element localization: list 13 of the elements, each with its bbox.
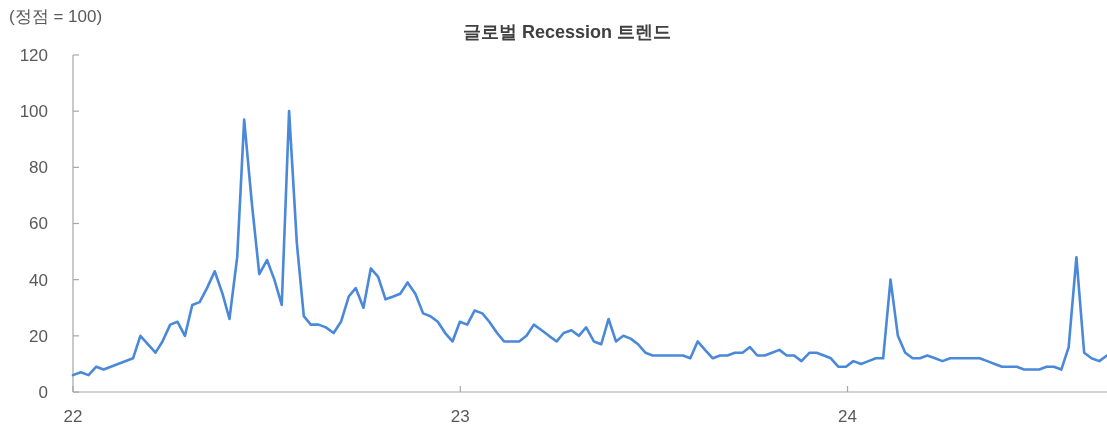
y-tick-label: 80 <box>29 158 48 178</box>
x-tick-label: 22 <box>63 407 83 426</box>
y-tick-label: 60 <box>29 214 48 234</box>
y-axis-title: (정점 = 100) <box>9 7 103 26</box>
y-tick-label: 20 <box>29 326 48 346</box>
y-tick-label: 100 <box>19 102 48 122</box>
x-tick-label: 23 <box>450 407 470 426</box>
y-tick-label: 120 <box>19 45 48 65</box>
line-series <box>71 109 1107 377</box>
x-tick-label: 24 <box>838 407 857 426</box>
y-tick-label: 0 <box>38 382 48 402</box>
chart-title: 글로벌 Recession 트렌드 <box>462 22 672 42</box>
y-tick-label: 40 <box>29 270 48 290</box>
